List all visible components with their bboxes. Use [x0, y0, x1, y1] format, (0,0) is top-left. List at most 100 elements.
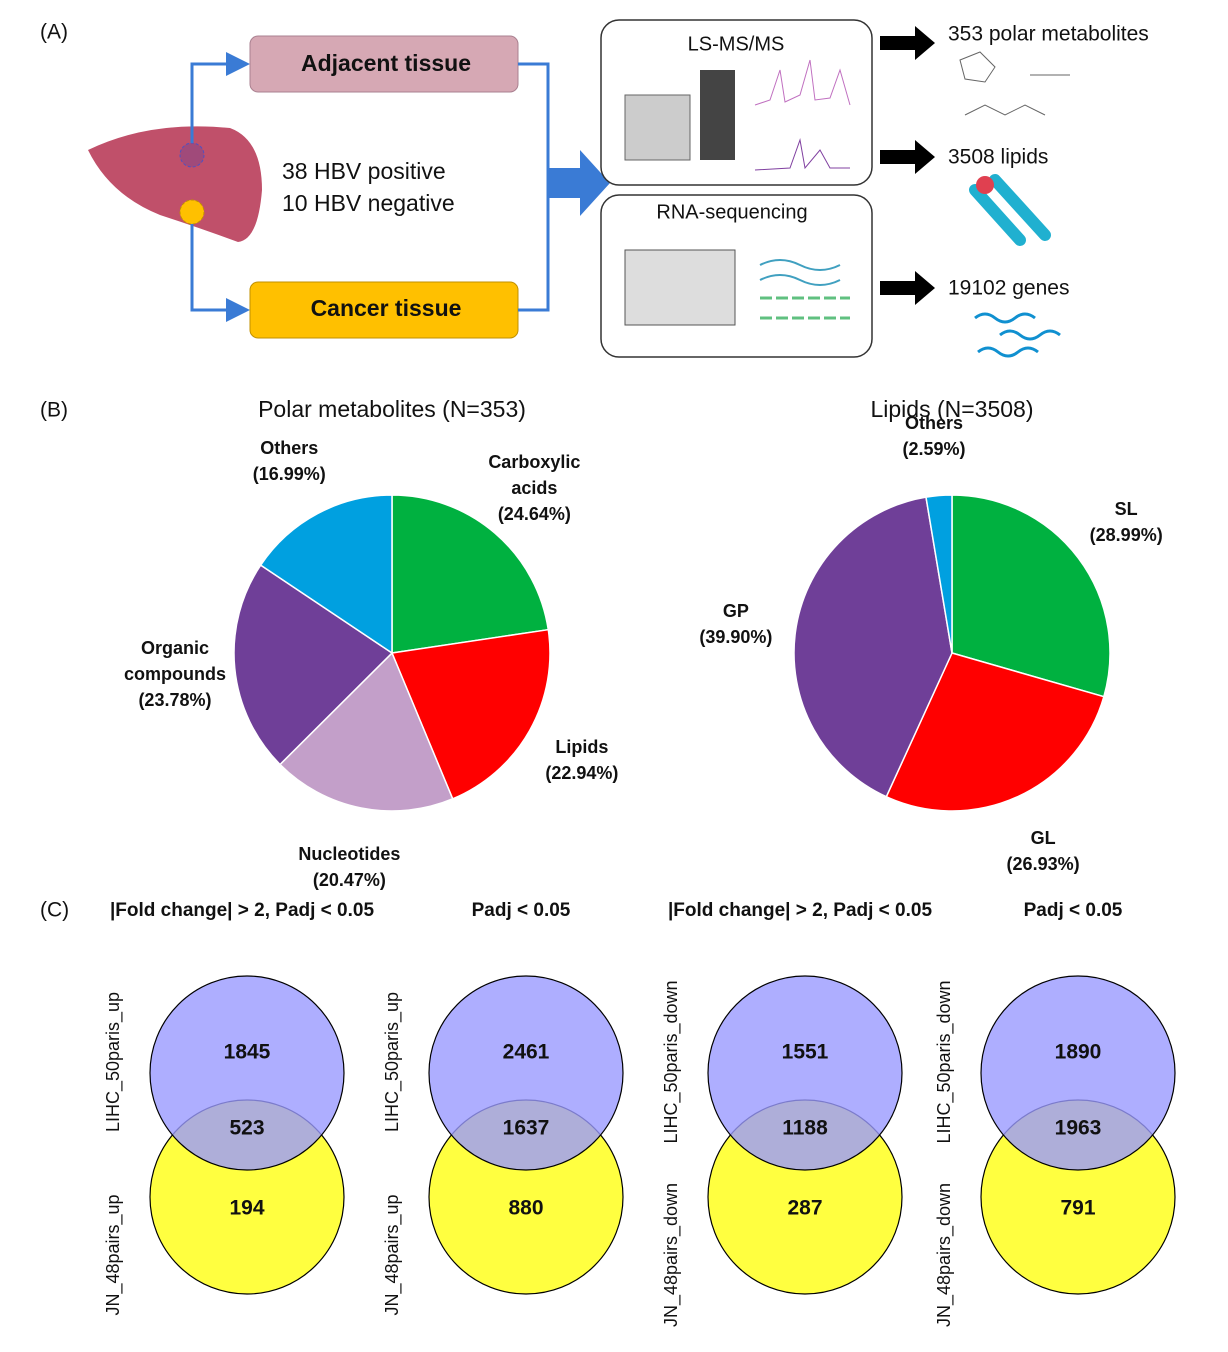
value-label: (26.93%) [1006, 854, 1080, 875]
category-label: Others [260, 437, 319, 458]
slice-label: Lipids (22.94%) [545, 734, 618, 786]
sample-label: Adjacent tissue [301, 50, 471, 76]
category-label: GP [722, 601, 749, 622]
platform-label: LS-MS/MS [688, 33, 785, 55]
value-label: (28.99%) [1089, 524, 1163, 545]
arrow [190, 52, 250, 143]
venn-count: 1845 [224, 1041, 271, 1064]
reads-icon [760, 296, 850, 320]
venn-count: 880 [508, 1197, 543, 1220]
venn-count: 2461 [503, 1041, 550, 1064]
set-label: JN_48pairs_down [661, 1183, 682, 1327]
venn-count: 287 [787, 1197, 822, 1220]
category-label: Carboxylic acids [488, 451, 581, 498]
slice-label: Organic compounds (23.78%) [110, 635, 240, 713]
lipid-icon [969, 174, 1051, 246]
value-label: (20.47%) [312, 869, 386, 890]
pie-slice [391, 494, 550, 654]
pie-slice [233, 564, 394, 766]
value-label: (39.90%) [699, 627, 773, 648]
value-label: (22.94%) [545, 763, 619, 784]
chart-title: Lipids (N=3508) [870, 396, 1033, 422]
platform-label: RNA-sequencing [656, 201, 807, 223]
set-label: LIHC_50paris_down [934, 980, 955, 1143]
instrument-icon [700, 70, 735, 160]
slice-label: GL (26.93%) [1007, 825, 1080, 877]
output-label: 353 polar metabolites [948, 23, 1149, 46]
venn-title: |Fold change| > 2, Padj < 0.05 [668, 900, 932, 921]
venn-count: 523 [229, 1117, 264, 1140]
big-arrow [548, 150, 610, 216]
sample-label: Cancer tissue [311, 295, 462, 321]
venn-set [707, 975, 903, 1171]
cohort-text: 38 HBV positive [282, 158, 446, 184]
output-arrow [880, 271, 935, 305]
spectrum-icon [754, 138, 850, 171]
bracket [518, 62, 550, 312]
venn-count: 791 [1060, 1197, 1095, 1220]
set-label: LIHC_50paris_up [382, 992, 403, 1132]
liver-icon [88, 126, 262, 242]
slice-label: Others (2.59%) [902, 410, 965, 462]
set-label: JN_48pairs_up [103, 1194, 124, 1315]
instrument-icon [624, 94, 691, 161]
set-label: LIHC_50paris_down [661, 980, 682, 1143]
value-label: (23.78%) [138, 690, 212, 711]
set-label: LIHC_50paris_up [103, 992, 124, 1132]
pie-slice [259, 494, 393, 655]
tissue-spot [179, 142, 205, 168]
output-label: 19102 genes [948, 277, 1069, 300]
venn-count: 1551 [782, 1041, 829, 1064]
value-label: (16.99%) [252, 463, 326, 484]
venn-count: 1890 [1055, 1041, 1102, 1064]
reads-icon [759, 259, 841, 286]
cohort-text: 10 HBV negative [282, 190, 455, 216]
pie-slice [793, 496, 953, 798]
venn-count: 1963 [1055, 1117, 1102, 1140]
venn-set [149, 975, 345, 1171]
pie-slice [925, 494, 953, 654]
value-label: (24.64%) [497, 503, 571, 524]
gene-icon [974, 312, 1061, 358]
venn-count: 1188 [782, 1117, 828, 1140]
category-label: Organic compounds [123, 638, 226, 685]
instrument-icon [624, 249, 736, 326]
panel-label: (B) [40, 399, 68, 422]
spectrum-icon [754, 59, 851, 106]
category-label: Others [904, 412, 963, 433]
venn-count: 1637 [503, 1117, 550, 1140]
output-label: 3508 lipids [948, 146, 1048, 169]
output-arrow [880, 26, 935, 60]
pie-slice [885, 652, 1105, 812]
slice-label: Others (16.99%) [253, 435, 326, 487]
venn-title: Padj < 0.05 [472, 900, 571, 921]
lipid-icon [976, 176, 994, 194]
panel-label: (A) [40, 21, 68, 44]
pie-slice [390, 628, 551, 800]
venn-title: |Fold change| > 2, Padj < 0.05 [110, 900, 374, 921]
arrow [190, 224, 250, 322]
venn-title: Padj < 0.05 [1024, 900, 1123, 921]
category-label: GL [1030, 828, 1056, 849]
slice-label: Nucleotides (20.47%) [298, 841, 400, 893]
venn-set [980, 975, 1176, 1171]
pie-slice [951, 494, 1111, 698]
panel-label: (C) [40, 899, 69, 922]
output-arrow [880, 140, 935, 174]
category-label: Lipids [555, 737, 609, 758]
value-label: (2.59%) [902, 438, 966, 459]
slice-label: GP (39.90%) [699, 598, 772, 650]
tissue-spot [179, 199, 205, 225]
venn-set [428, 975, 624, 1171]
molecule-icon [959, 51, 1070, 116]
slice-label: Carboxylic acids (24.64%) [469, 449, 599, 527]
pie-slice [278, 651, 454, 812]
category-label: SL [1114, 498, 1138, 519]
set-label: JN_48pairs_down [934, 1183, 955, 1327]
slice-label: SL (28.99%) [1090, 496, 1163, 548]
chart-title: Polar metabolites (N=353) [258, 396, 526, 422]
venn-count: 194 [229, 1197, 264, 1220]
set-label: JN_48pairs_up [382, 1194, 403, 1315]
